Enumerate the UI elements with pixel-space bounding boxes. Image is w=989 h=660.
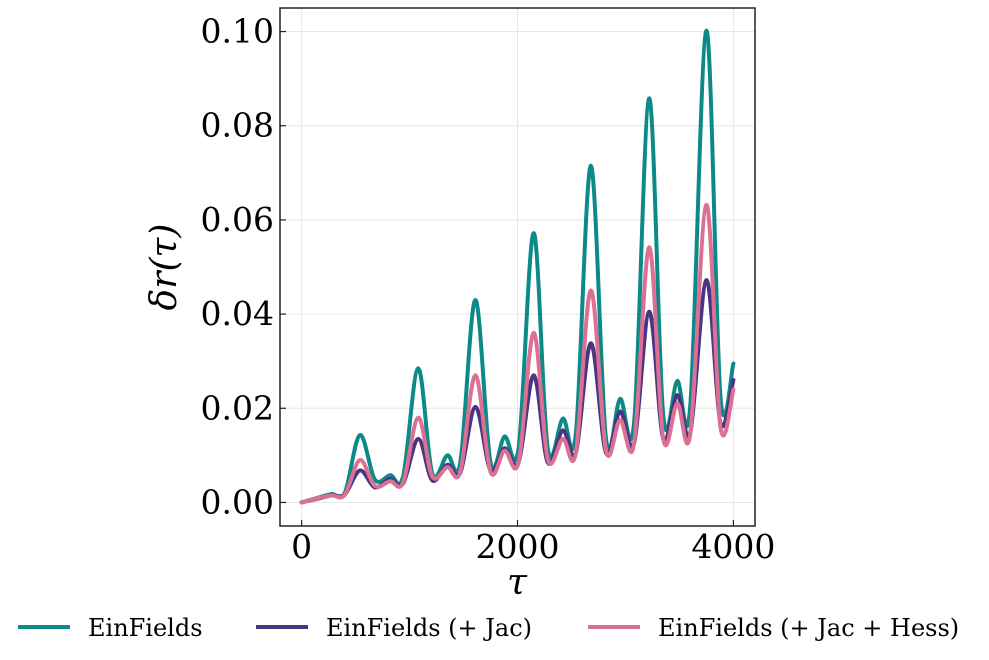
legend-label: EinFields [88, 614, 203, 642]
y-axis-label: δr(τ) [144, 224, 185, 311]
legend: EinFields EinFields (+ Jac) EinFields (+ J… [18, 614, 959, 642]
legend-item-einfields: EinFields [18, 614, 203, 642]
legend-label: EinFields (+ Jac + Hess) [658, 614, 959, 642]
y-tick-label: 0.08 [201, 106, 274, 145]
legend-item-einfields-jac-hess: EinFields (+ Jac + Hess) [588, 614, 959, 642]
grid-lines [280, 8, 755, 526]
y-tick-label: 0.04 [201, 294, 274, 333]
series-layer [299, 28, 736, 505]
x-tick-label: 4000 [691, 527, 775, 566]
x-tick-label: 0 [291, 527, 312, 566]
x-tick-label: 2000 [476, 527, 560, 566]
series-line-einfields-jac-hess [299, 202, 736, 505]
legend-item-einfields-jac: EinFields (+ Jac) [256, 614, 532, 642]
y-tick-label: 0.06 [201, 200, 274, 239]
axis-ticks: 0 2000 4000 0.00 0.02 0.04 0.06 0.08 0.10 [201, 12, 776, 566]
legend-label: EinFields (+ Jac) [326, 614, 532, 642]
y-tick-label: 0.10 [201, 12, 274, 51]
y-tick-label: 0.02 [201, 388, 274, 427]
x-axis-label: τ [507, 562, 528, 603]
y-tick-label: 0.00 [201, 482, 274, 521]
